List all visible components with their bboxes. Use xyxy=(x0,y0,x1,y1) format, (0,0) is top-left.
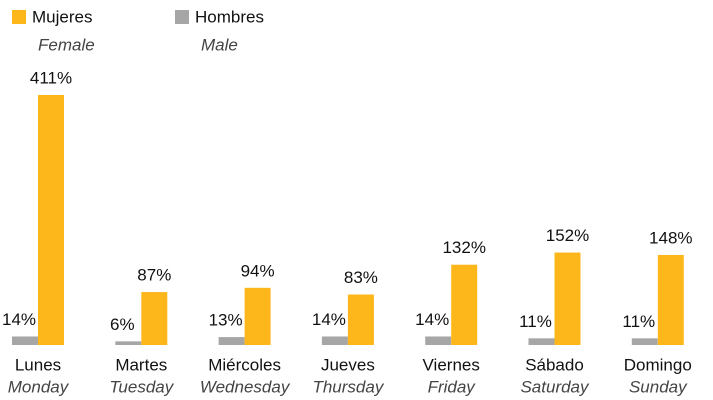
value-label: 411% xyxy=(30,68,72,87)
value-label: 14% xyxy=(2,310,36,329)
value-label: 6% xyxy=(110,315,135,334)
value-label: 14% xyxy=(312,310,346,329)
legend-swatch xyxy=(12,10,26,24)
x-tick-label: Lunes xyxy=(15,355,61,374)
value-label: 87% xyxy=(137,266,171,285)
legend-label: Mujeres xyxy=(32,7,92,26)
bar xyxy=(528,338,555,345)
bar xyxy=(451,264,478,345)
bar xyxy=(218,337,245,345)
x-tick-translation: Friday xyxy=(428,377,477,396)
bar xyxy=(115,341,142,345)
bar xyxy=(347,294,374,345)
x-tick-label: Miércoles xyxy=(208,355,281,374)
legend-translation: Male xyxy=(201,35,238,54)
x-tick-translation: Monday xyxy=(8,377,70,396)
value-label: 94% xyxy=(241,261,275,280)
x-tick-translation: Wednesday xyxy=(200,377,291,396)
value-label: 148% xyxy=(649,228,692,247)
x-tick-translation: Tuesday xyxy=(109,377,174,396)
x-tick-label: Martes xyxy=(115,355,167,374)
x-tick-translation: Sunday xyxy=(629,377,688,396)
x-tick-translation: Saturday xyxy=(520,377,590,396)
value-label: 152% xyxy=(546,226,589,245)
bar xyxy=(657,254,684,345)
x-tick-label: Viernes xyxy=(423,355,480,374)
legend-swatch xyxy=(175,10,189,24)
x-tick-label: Jueves xyxy=(321,355,375,374)
legend-translation: Female xyxy=(38,35,95,54)
value-label: 83% xyxy=(344,268,378,287)
x-tick-label: Sábado xyxy=(525,355,584,374)
value-label: 11% xyxy=(622,312,655,331)
bar xyxy=(425,336,452,345)
bar xyxy=(12,336,38,345)
bar xyxy=(244,287,271,345)
value-label: 132% xyxy=(442,238,485,257)
bar xyxy=(321,336,348,345)
bar xyxy=(631,338,658,345)
bar xyxy=(554,252,581,345)
bar xyxy=(38,95,64,345)
legend-label: Hombres xyxy=(195,7,264,26)
x-tick-label: Domingo xyxy=(624,355,692,374)
value-label: 14% xyxy=(415,310,449,329)
value-label: 11% xyxy=(519,312,552,331)
bar xyxy=(141,292,168,345)
x-tick-translation: Thursday xyxy=(312,377,384,396)
value-label: 13% xyxy=(209,311,243,330)
